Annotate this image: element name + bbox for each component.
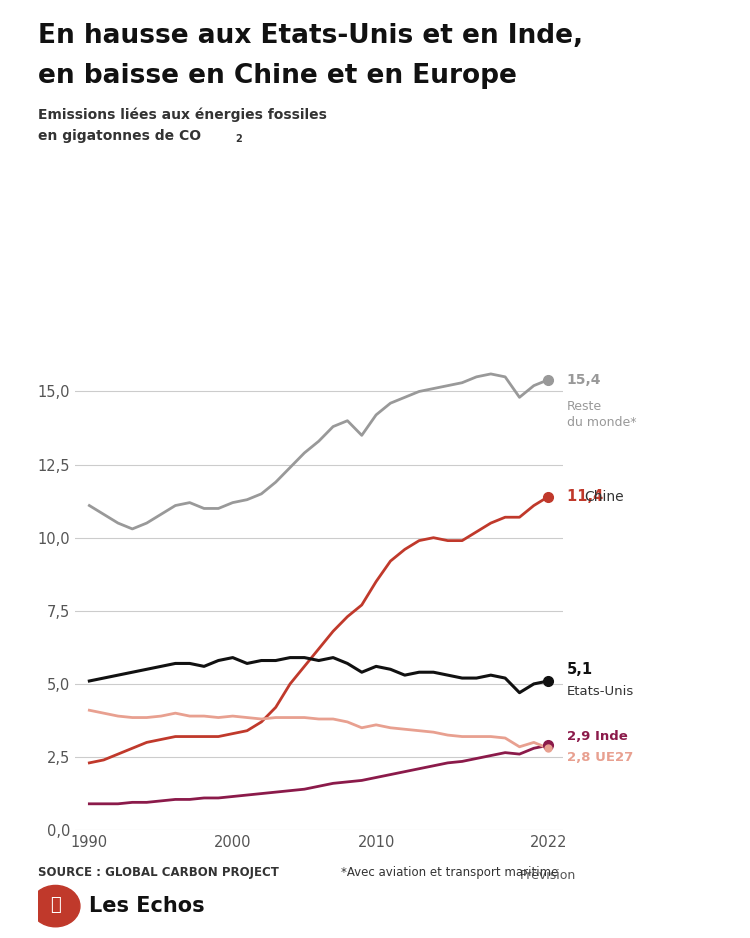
Text: Chine: Chine — [584, 490, 624, 504]
Text: 2,9 Inde: 2,9 Inde — [567, 730, 628, 743]
Text: en baisse en Chine et en Europe: en baisse en Chine et en Europe — [38, 63, 516, 89]
Text: SOURCE : GLOBAL CARBON PROJECT: SOURCE : GLOBAL CARBON PROJECT — [38, 866, 278, 879]
Text: 2: 2 — [235, 134, 242, 144]
Text: En hausse aux Etats-Unis et en Inde,: En hausse aux Etats-Unis et en Inde, — [38, 23, 583, 50]
Text: Etats-Unis: Etats-Unis — [567, 686, 634, 699]
Text: Reste
du monde*: Reste du monde* — [567, 401, 636, 430]
Text: 11,4: 11,4 — [567, 490, 608, 505]
Text: *Avec aviation et transport maritime: *Avec aviation et transport maritime — [341, 866, 559, 879]
Text: 2,8 UE27: 2,8 UE27 — [567, 750, 633, 764]
Text: en gigatonnes de CO: en gigatonnes de CO — [38, 129, 201, 144]
Text: 5,1: 5,1 — [567, 661, 593, 676]
Text: Les Echos: Les Echos — [89, 896, 205, 916]
Text: Emissions liées aux énergies fossiles: Emissions liées aux énergies fossiles — [38, 108, 326, 122]
Text: 15,4: 15,4 — [567, 372, 602, 386]
Circle shape — [31, 885, 80, 927]
Text: ⮤: ⮤ — [50, 896, 61, 914]
Text: Prévision: Prévision — [520, 869, 576, 882]
